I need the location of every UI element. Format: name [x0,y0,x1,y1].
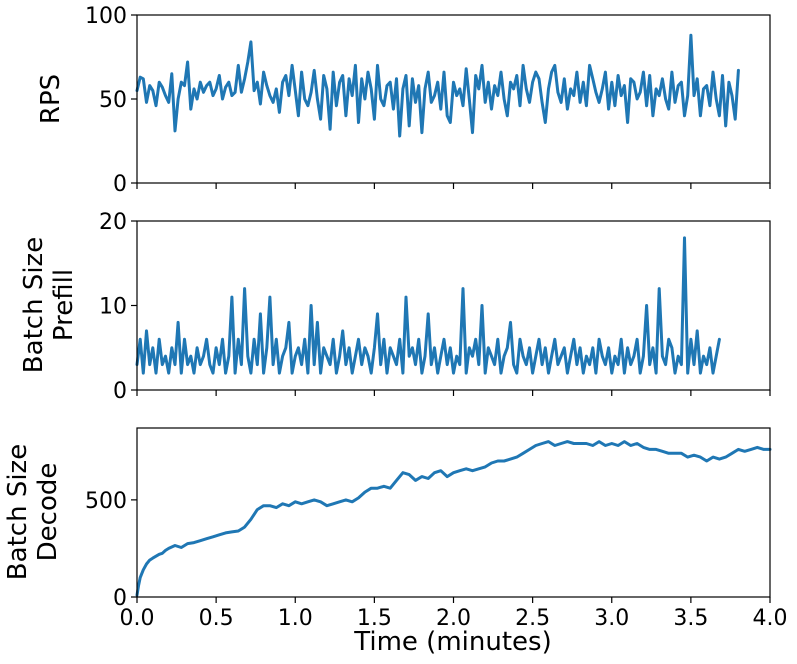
decode-y-axis-label-line: Decode [33,463,63,562]
prefill-series-line [135,236,721,375]
rps-y-axis-label: RPS [36,74,66,124]
x-tick-label: 2.0 [436,606,471,631]
rps-y-tick-label: 50 [99,88,127,113]
rps-series-line [135,33,740,138]
x-tick-label: 3.0 [594,606,629,631]
decode-y-axis-label-line: Batch Size [3,444,33,580]
decode-y-tick-label: 500 [85,489,127,514]
decode-y-ticks: 0 500 [85,489,137,611]
x-tick-label: 4.0 [753,606,788,631]
x-tick-label: 0.5 [199,606,234,631]
rps-series-layer [135,33,740,138]
panel-rps: 0 50 100 RPS [36,4,771,197]
x-tick-label: 3.5 [673,606,708,631]
x-tick-label: 1.0 [278,606,313,631]
rps-y-tick-label: 100 [85,4,127,29]
rps-y-axis-label-line: RPS [36,74,66,124]
rps-y-tick-label: 0 [113,172,127,197]
prefill-y-axis-label: Batch SizePrefill [19,237,79,373]
decode-x-ticks: 0.0 0.5 1.0 1.5 2.0 2.5 3.0 3.5 4.0 [120,597,788,631]
x-tick-label: 0.0 [120,606,155,631]
prefill-x-ticks [136,390,771,396]
decode-series-layer [135,440,772,597]
prefill-y-tick-label: 10 [99,295,127,320]
prefill-series-layer [135,236,721,375]
panel-decode: 0 500 0.0 0.5 1.0 1.5 2.0 2.5 3.0 3.5 4.0 Batch S… [3,427,788,631]
prefill-y-tick-label: 0 [113,379,127,404]
decode-y-tick-label: 0 [113,586,127,611]
x-axis-label: Time (minutes) [353,627,551,657]
decode-y-axis-label: Batch SizeDecode [3,444,63,580]
prefill-y-ticks: 0 10 20 [99,210,137,404]
rps-y-ticks: 0 50 100 [85,4,137,197]
rps-x-ticks [136,183,771,189]
prefill-y-axis-label-line: Prefill [49,269,79,341]
decode-series-line [135,440,772,597]
panel-prefill: 0 10 20 Batch SizePrefill [19,210,771,404]
x-tick-label: 2.5 [515,606,550,631]
prefill-y-tick-label: 20 [99,210,127,235]
x-tick-label: 1.5 [357,606,392,631]
prefill-y-axis-label-line: Batch Size [19,237,49,373]
